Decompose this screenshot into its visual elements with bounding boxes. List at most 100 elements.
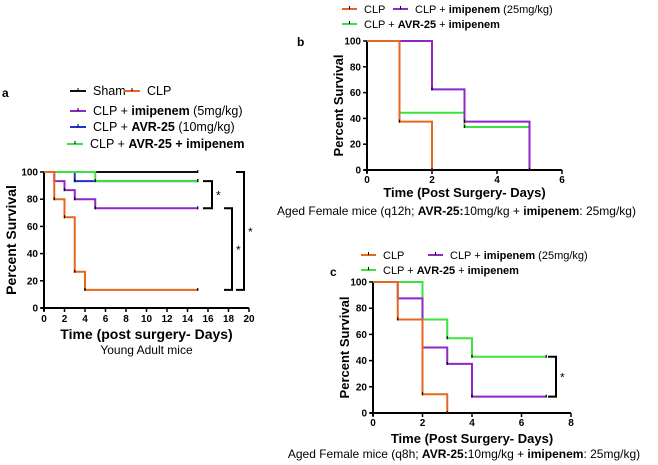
legend-label-clp: CLP bbox=[147, 84, 171, 98]
legend-label-combo-part: CLP + bbox=[364, 19, 398, 31]
y-tick-label: 20 bbox=[27, 276, 39, 287]
panel-b: b 0 20 40 60 80 100 0 2 4 6 Time (Post Surgery- Day… bbox=[277, 4, 636, 218]
panel-label: a bbox=[2, 86, 9, 100]
caption-part: 10mg/kg + bbox=[468, 447, 528, 461]
legend-label-imipenem: CLP + imipenem (25mg/kg) bbox=[415, 4, 553, 16]
legend-label-imipenem: CLP + imipenem (25mg/kg) bbox=[450, 250, 588, 262]
legend-label-combo-part: imipenem bbox=[468, 265, 520, 277]
legend-label-combo-part: + bbox=[455, 265, 468, 277]
significance-bracket bbox=[203, 180, 213, 210]
y-axis-title: Percent Survival bbox=[331, 55, 346, 157]
x-tick-label: 0 bbox=[370, 418, 376, 429]
y-tick-label: 20 bbox=[356, 382, 368, 393]
caption-part: imipenem bbox=[523, 204, 579, 218]
legend-label-combo-part: AVR-25 bbox=[128, 137, 172, 151]
y-tick-label: 100 bbox=[21, 168, 38, 179]
y-tick-label: 40 bbox=[27, 249, 39, 260]
series-clp bbox=[367, 40, 433, 170]
x-tick-label: 4 bbox=[469, 418, 475, 429]
y-tick-label: 80 bbox=[350, 62, 362, 73]
legend-label-clp-part: CLP bbox=[383, 250, 404, 262]
significance-label: * bbox=[248, 225, 253, 239]
legend-label-avr25: CLP + AVR-25 (10mg/kg) bbox=[93, 120, 235, 134]
legend-label-sham: Sham bbox=[93, 84, 126, 98]
legend-label-combo: CLP + AVR-25 + imipenem bbox=[90, 137, 244, 151]
legend-label-combo: CLP + AVR-25 + imipenem bbox=[364, 19, 500, 31]
caption-part: AVR-25: bbox=[422, 447, 468, 461]
legend-label-clp-part: CLP bbox=[364, 4, 385, 16]
legend-label-imipenem-part: imipenem bbox=[449, 4, 501, 16]
x-tick-label: 8 bbox=[123, 314, 129, 325]
legend-label-avr25-part: AVR-25 bbox=[131, 120, 175, 134]
series-avr25 bbox=[44, 171, 198, 183]
caption-part: Aged Female mice (q12h; bbox=[277, 204, 418, 218]
x-tick-label: 4 bbox=[82, 314, 88, 325]
x-tick-label: 10 bbox=[141, 314, 153, 325]
series-imipenem bbox=[44, 171, 198, 210]
x-tick-label: 2 bbox=[429, 175, 435, 186]
y-tick-label: 20 bbox=[350, 140, 362, 151]
x-tick-label: 6 bbox=[519, 418, 525, 429]
legend-label-sham-part: Sham bbox=[93, 84, 126, 98]
significance-label: * bbox=[236, 243, 241, 257]
legend-label-combo-part: AVR-25 bbox=[417, 265, 455, 277]
series-clp bbox=[373, 281, 449, 413]
legend-label-imipenem-part: (5mg/kg) bbox=[190, 104, 243, 118]
x-tick-label: 20 bbox=[243, 314, 255, 325]
caption: Aged Female mice (q8h; AVR-25:10mg/kg + … bbox=[288, 447, 640, 461]
caption: Young Adult mice bbox=[100, 343, 193, 357]
legend-label-imipenem-part: imipenem bbox=[484, 250, 536, 262]
x-tick-label: 16 bbox=[202, 314, 214, 325]
y-tick-label: 40 bbox=[356, 356, 368, 367]
y-tick-label: 0 bbox=[32, 304, 38, 315]
caption-part: : 25mg/kg) bbox=[583, 447, 640, 461]
legend-label-combo-part: CLP + bbox=[90, 137, 128, 151]
panel-c: c 0 20 40 60 80 100 0 2 4 6 8 Time (Post Surgery- Da… bbox=[288, 250, 640, 461]
legend-label-combo-part: AVR-25 bbox=[398, 19, 436, 31]
significance-label: * bbox=[216, 189, 221, 203]
legend-label-imipenem-part: (25mg/kg) bbox=[500, 4, 553, 16]
legend-label-imipenem-part: CLP + bbox=[415, 4, 449, 16]
panel-label: c bbox=[330, 265, 337, 279]
significance-bracket bbox=[548, 355, 557, 398]
y-tick-label: 0 bbox=[355, 166, 361, 177]
x-tick-label: 4 bbox=[494, 175, 500, 186]
series-clp bbox=[44, 171, 198, 291]
series-combo bbox=[373, 281, 547, 358]
y-tick-label: 100 bbox=[344, 37, 361, 48]
legend-label-combo: CLP + AVR-25 + imipenem bbox=[383, 265, 519, 277]
legend-label-avr25-part: (10mg/kg) bbox=[175, 120, 235, 134]
x-axis-title: Time (post surgery- Days) bbox=[60, 326, 232, 342]
y-tick-label: 100 bbox=[350, 278, 367, 289]
x-tick-label: 0 bbox=[41, 314, 47, 325]
y-axis-title: Percent Survival bbox=[337, 297, 352, 399]
x-axis-title: Time (Post Surgery- Days) bbox=[391, 431, 553, 446]
legend-label-combo-part: CLP + bbox=[383, 265, 417, 277]
legend-label-imipenem-part: CLP + bbox=[93, 104, 131, 118]
series-combo bbox=[367, 40, 530, 129]
x-tick-label: 14 bbox=[182, 314, 194, 325]
series-imipenem bbox=[367, 40, 531, 170]
legend-label-combo-part: imipenem bbox=[449, 19, 501, 31]
caption-part: Aged Female mice (q8h; bbox=[288, 447, 422, 461]
y-tick-label: 80 bbox=[356, 304, 368, 315]
panel-a: a 0 20 40 60 80 100 0 2 4 6 8 10 12 14 16 18 20 Time (post… bbox=[2, 84, 255, 357]
x-tick-label: 2 bbox=[62, 314, 68, 325]
significance-bracket bbox=[224, 207, 233, 291]
x-tick-label: 8 bbox=[568, 418, 574, 429]
x-tick-label: 6 bbox=[559, 175, 565, 186]
panel-label: b bbox=[297, 35, 304, 49]
legend-label-imipenem-part: imipenem bbox=[131, 104, 189, 118]
series-imipenem bbox=[373, 281, 547, 398]
y-tick-label: 60 bbox=[350, 88, 362, 99]
significance-bracket bbox=[236, 171, 245, 291]
y-tick-label: 0 bbox=[361, 409, 367, 420]
legend-label-clp: CLP bbox=[383, 250, 404, 262]
series-combo bbox=[44, 171, 198, 183]
caption-part: 10mg/kg + bbox=[464, 204, 524, 218]
x-tick-label: 0 bbox=[364, 175, 370, 186]
legend-label-imipenem-part: (25mg/kg) bbox=[535, 250, 588, 262]
x-tick-label: 6 bbox=[103, 314, 109, 325]
x-tick-label: 2 bbox=[420, 418, 426, 429]
